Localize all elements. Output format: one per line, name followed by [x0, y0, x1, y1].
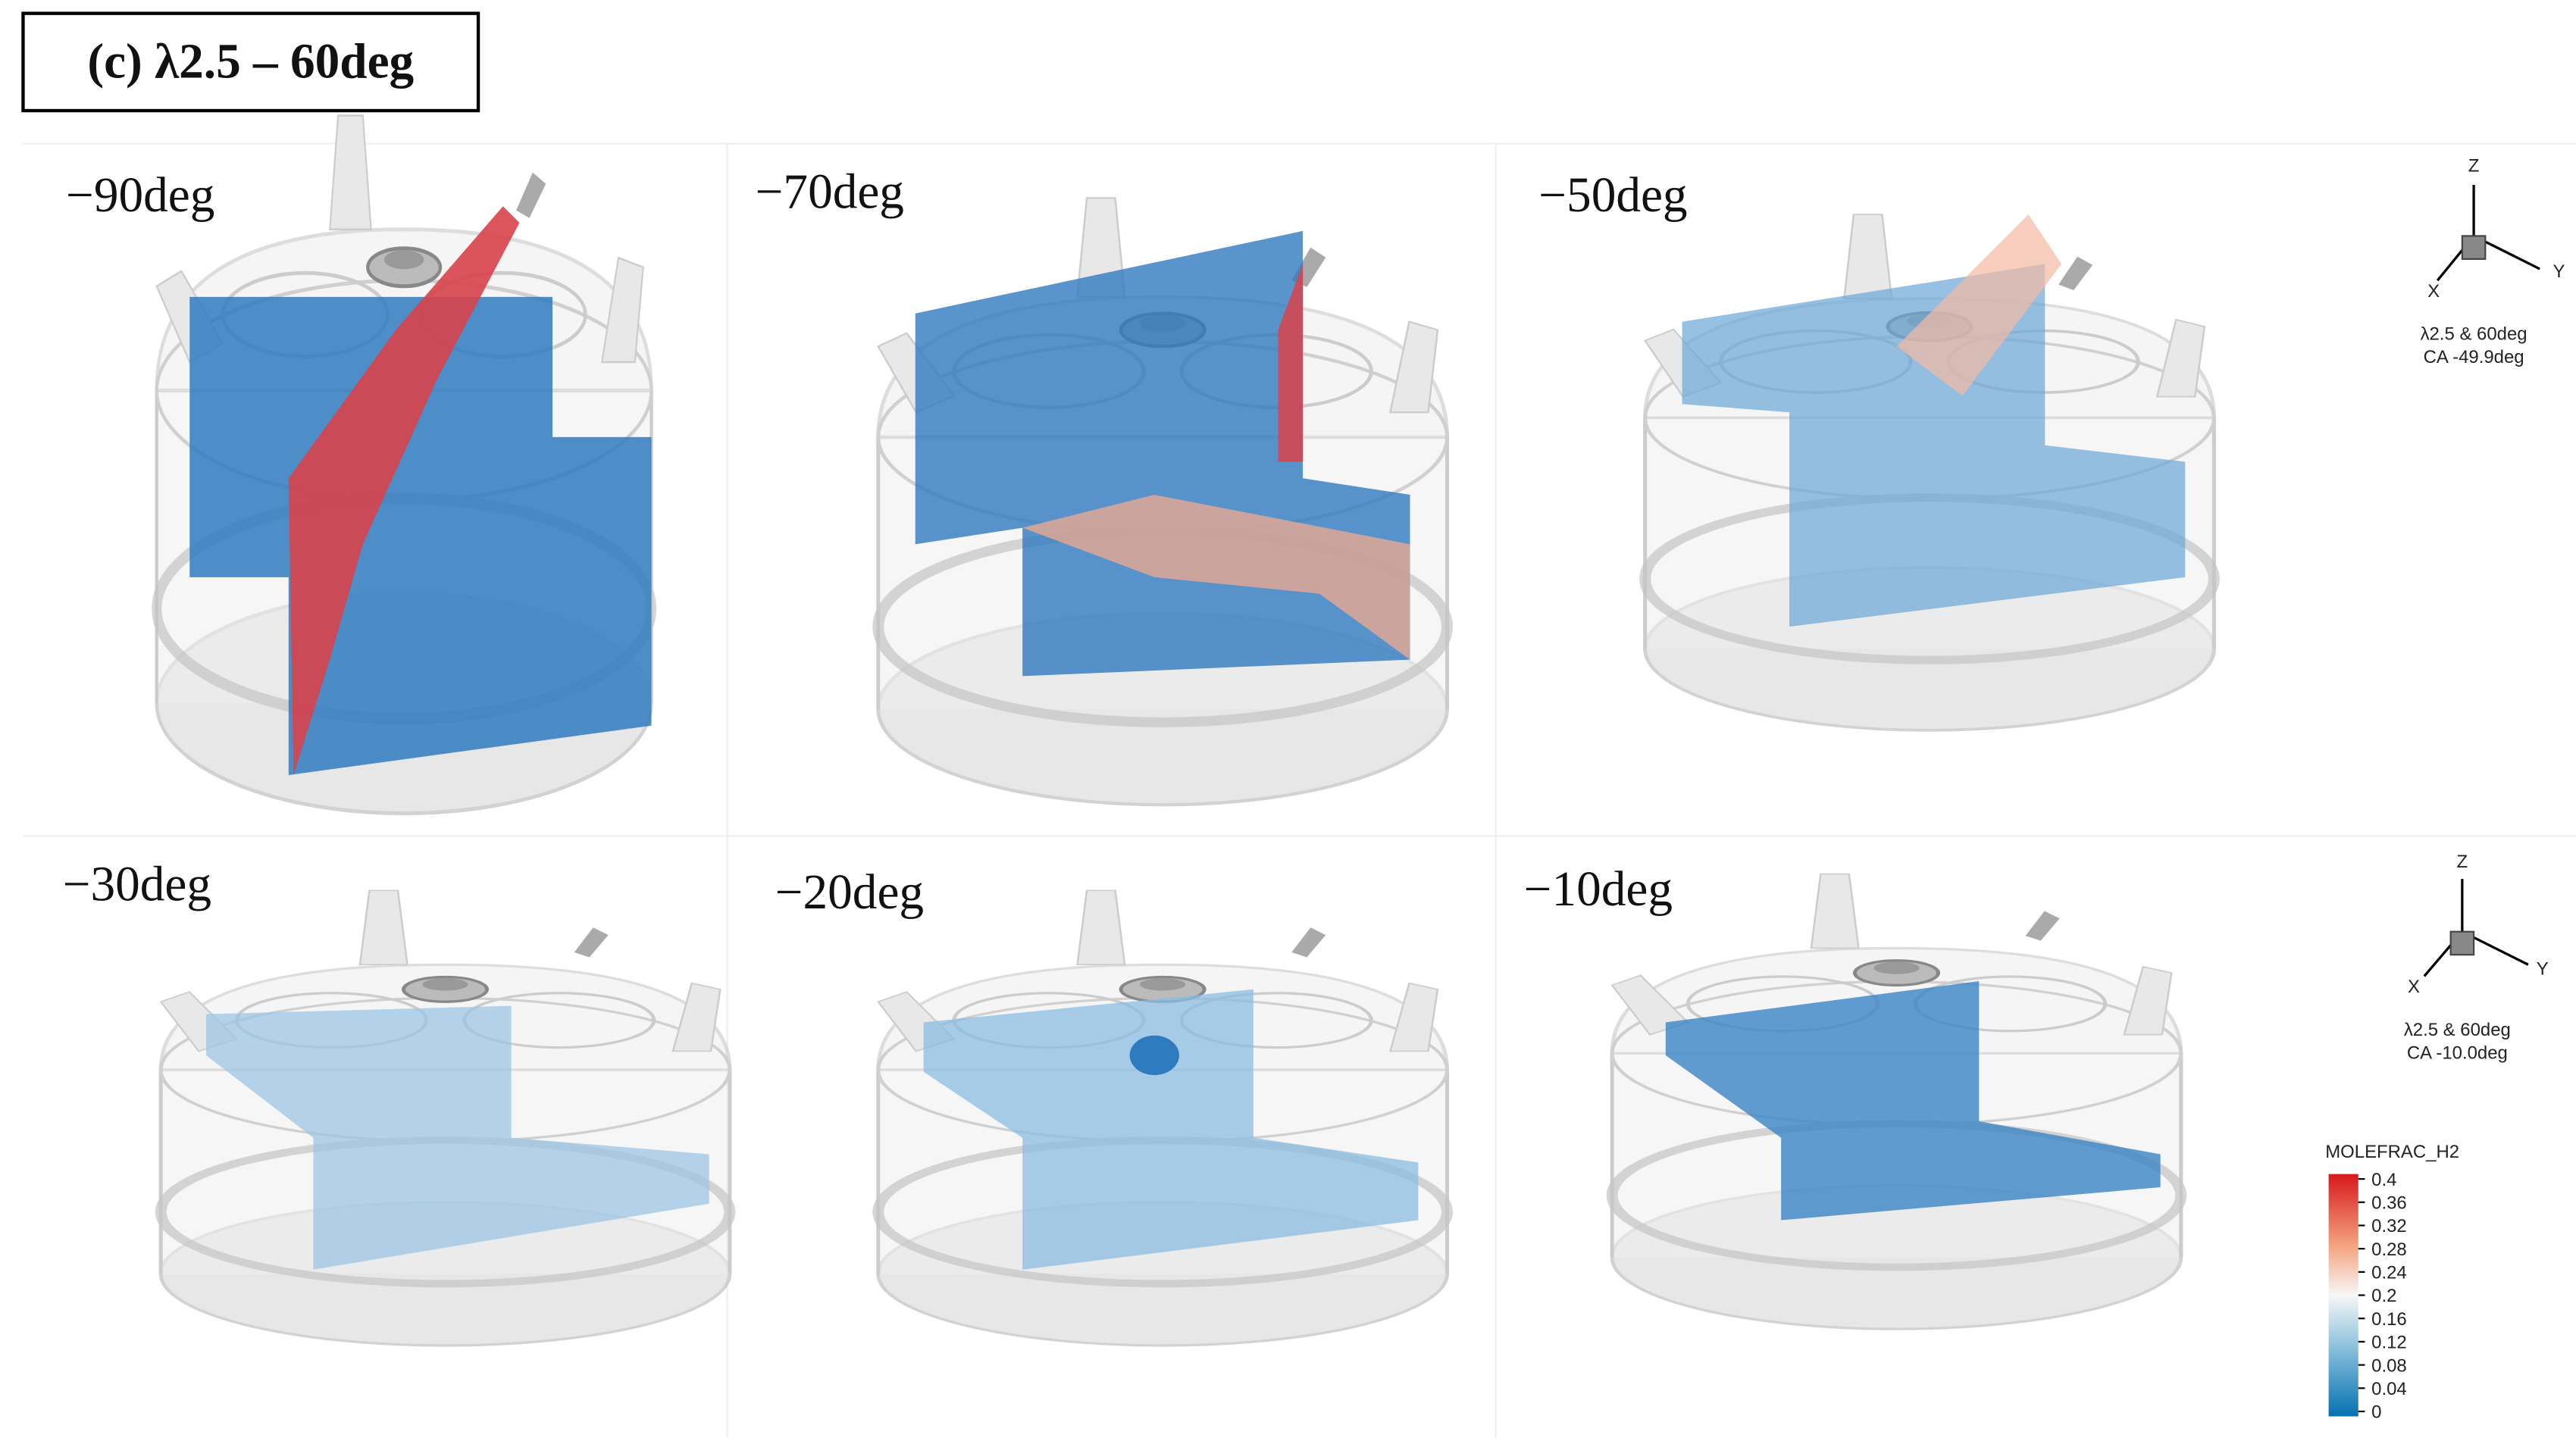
- colorbar-tick-label: 0.04: [2371, 1379, 2407, 1399]
- colorbar-tick-label: 0: [2371, 1402, 2381, 1423]
- case-label: λ2.5 & 60deg: [2404, 1020, 2511, 1040]
- triad-lines: [2436, 184, 2540, 282]
- panel-label: −30deg: [63, 857, 211, 911]
- panel-label: −20deg: [775, 865, 924, 920]
- panel-label: −10deg: [1524, 862, 1673, 917]
- title-box: [21, 11, 480, 113]
- axis-triad: Z Y X λ2.5 & 60deg CA -10.0deg: [2404, 852, 2549, 1063]
- colorbar-gradient: [2328, 1174, 2358, 1417]
- colorbar-tick-label: 0.28: [2371, 1239, 2407, 1260]
- triad-cube: [2449, 930, 2475, 956]
- triad-lines: [2423, 879, 2529, 977]
- crank-angle-label: CA -49.9deg: [2424, 347, 2524, 367]
- panel: −50deg: [1538, 168, 2214, 730]
- colorbar-tick-label: 0.4: [2371, 1170, 2396, 1190]
- triad-label: Z: [2457, 852, 2468, 872]
- red-region: [1022, 495, 1410, 660]
- red-region: [1896, 214, 2062, 396]
- triad-label: X: [2427, 281, 2440, 302]
- blue-region: [1129, 1035, 1179, 1076]
- blue-plane: [1665, 980, 2161, 1221]
- colorbar-tick-label: 0.32: [2371, 1216, 2407, 1236]
- triad-label: X: [2408, 977, 2420, 997]
- triad-label: Y: [2553, 261, 2565, 282]
- blue-plane: [206, 1005, 709, 1270]
- triad-cube: [2461, 235, 2487, 260]
- panel: −90deg: [66, 116, 652, 814]
- panel-label: −50deg: [1538, 168, 1687, 223]
- panel: −20deg: [775, 865, 1448, 1346]
- panel-label: −90deg: [66, 168, 214, 223]
- colorbar-title: MOLEFRAC_H2: [2325, 1142, 2459, 1162]
- panel-label: −70deg: [756, 164, 904, 219]
- colorbar-tick-label: 0.08: [2371, 1355, 2407, 1376]
- triad-label: Z: [2468, 156, 2480, 177]
- crank-angle-label: CA -10.0deg: [2407, 1043, 2508, 1063]
- colorbar-tick-label: 0.12: [2371, 1333, 2407, 1353]
- red-plume: [288, 206, 520, 775]
- case-label: λ2.5 & 60deg: [2421, 324, 2527, 345]
- colorbar-tick-label: 0.36: [2371, 1193, 2407, 1214]
- blue-plane: [1682, 264, 2186, 627]
- panel: −10deg: [1524, 862, 2181, 1329]
- colorbar: MOLEFRAC_H2 0.4 0.360.32 0.28 0.24 0.2 0.16 0.…: [2325, 1142, 2459, 1423]
- axis-triad: Z Y X λ2.5 & 60deg CA -49.9deg: [2421, 156, 2565, 367]
- panel: −70deg: [756, 164, 1448, 805]
- figure-title: (c) λ2.5 – 60deg: [87, 34, 414, 89]
- colorbar-tick-label: 0.16: [2371, 1309, 2407, 1330]
- triad-label: Y: [2537, 958, 2549, 979]
- colorbar-tick-label: 0.24: [2371, 1263, 2407, 1283]
- panel: −30deg: [63, 857, 730, 1346]
- blue-plane: [923, 989, 1419, 1270]
- colorbar-tick-label: 0.2: [2371, 1286, 2396, 1306]
